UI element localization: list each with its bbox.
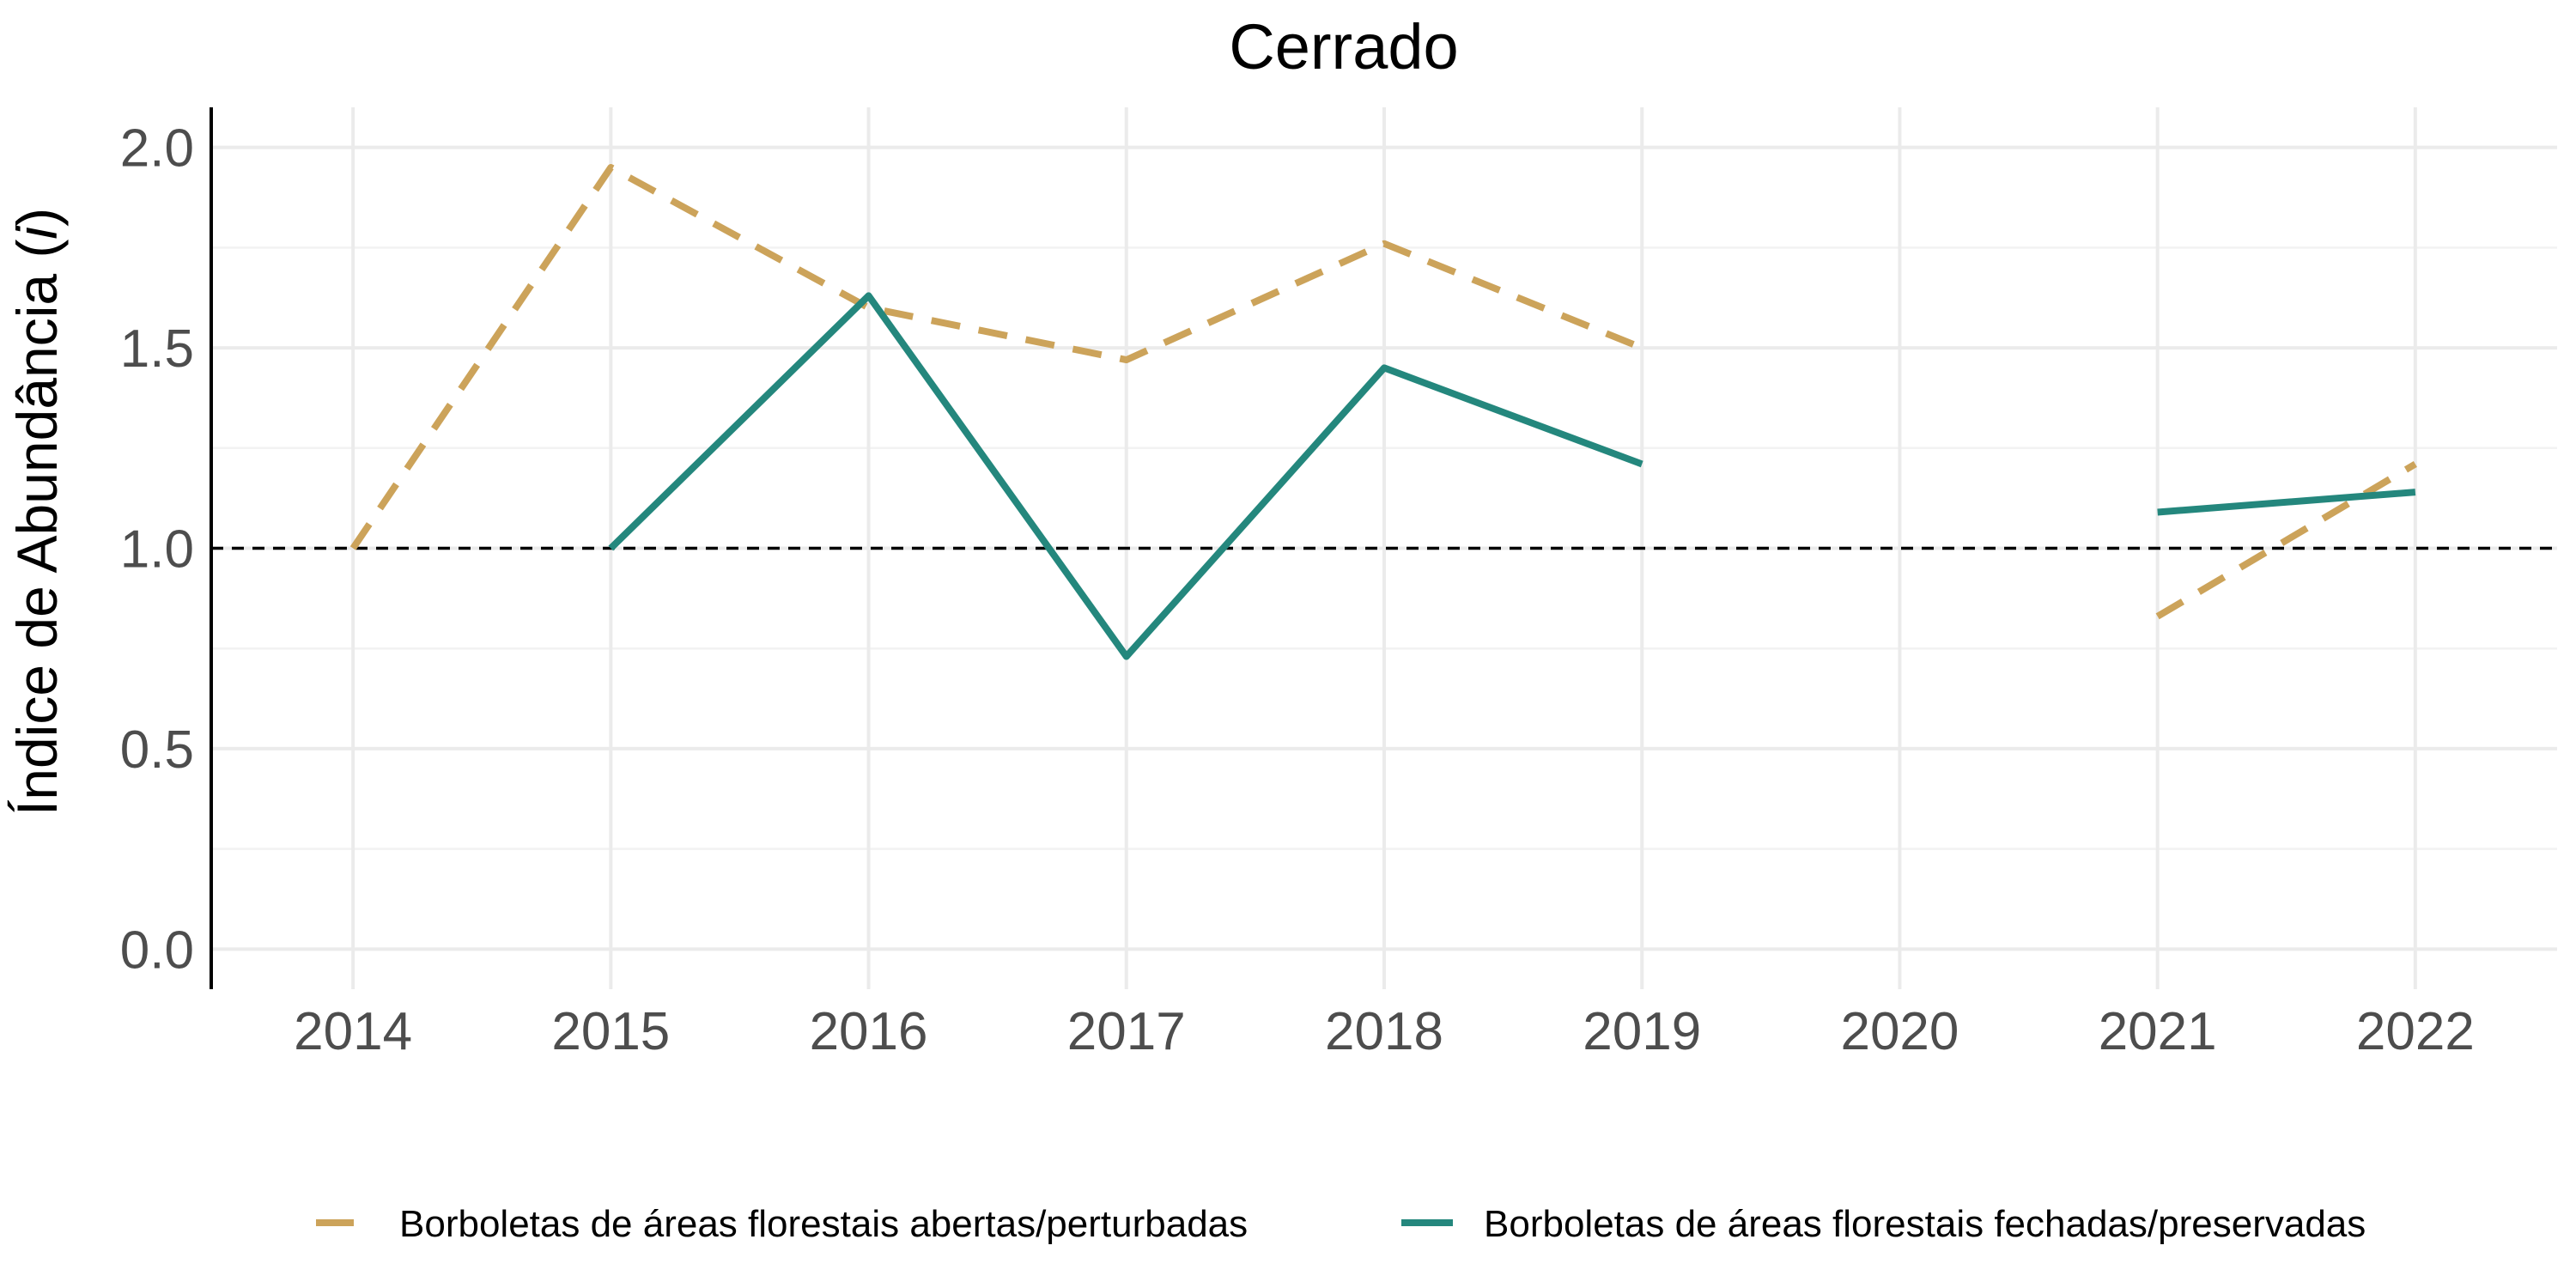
x-tick-label: 2014	[294, 1002, 412, 1061]
y-axis-label-italic: i	[5, 225, 69, 240]
chart-title: Cerrado	[1229, 11, 1458, 82]
x-tick-label: 2016	[810, 1002, 928, 1061]
x-tick-label: 2020	[1840, 1002, 1959, 1061]
legend-label-closed: Borboletas de áreas florestais fechadas/…	[1484, 1203, 2366, 1245]
series-layer	[349, 164, 2417, 660]
y-tick-label: 0.0	[120, 920, 194, 980]
y-tick-labels: 0.0 0.5 1.0 1.5 2.0	[120, 119, 194, 981]
y-tick-label: 2.0	[120, 119, 194, 179]
y-axis-label-main: Índice de Abundância (	[5, 240, 69, 817]
legend: Borboletas de áreas florestais abertas/p…	[316, 1203, 2366, 1245]
x-tick-label: 2015	[551, 1002, 670, 1061]
y-tick-label: 1.0	[120, 520, 194, 580]
y-tick-label: 1.5	[120, 319, 194, 379]
y-axis-label: Índice de Abundância (i)	[5, 208, 69, 816]
series-0-line-segment-0	[349, 164, 1643, 550]
x-tick-label: 2019	[1583, 1002, 1701, 1061]
y-axis-label-close: )	[5, 208, 69, 227]
series-1-line-segment-1	[2157, 489, 2416, 516]
y-tick-label: 0.5	[120, 720, 194, 780]
legend-label-open: Borboletas de áreas florestais abertas/p…	[399, 1203, 1248, 1245]
x-tick-label: 2017	[1067, 1002, 1186, 1061]
x-tick-labels: 2014 2015 2016 2017 2018 2019 2020 2021 2022	[294, 1002, 2475, 1061]
x-tick-label: 2021	[2099, 1002, 2217, 1061]
series-0-line-segment-1	[2155, 461, 2417, 620]
x-tick-label: 2022	[2356, 1002, 2475, 1061]
x-tick-label: 2018	[1325, 1002, 1443, 1061]
